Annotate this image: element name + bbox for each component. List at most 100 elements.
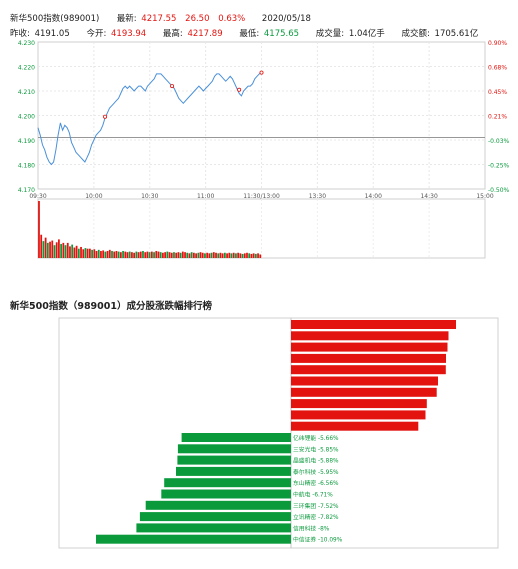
volume-bar bbox=[246, 252, 248, 258]
open-label: 今开: bbox=[86, 29, 107, 39]
volume-bar bbox=[223, 252, 226, 258]
high-label: 最高: bbox=[162, 29, 183, 39]
volume-bar bbox=[44, 237, 47, 258]
volume-bar bbox=[71, 244, 74, 258]
volume-bar bbox=[162, 252, 164, 258]
price-marker bbox=[237, 87, 242, 92]
ranking-bar-label: 信用科技 -8% bbox=[293, 524, 330, 532]
intraday-chart[interactable]: 4.170 -0.50% 4.180 -0.25% 4.190 -0.03% 4.200 0.… bbox=[0, 0, 518, 270]
volume-value: 1.04亿手 bbox=[348, 29, 385, 39]
ranking-bar bbox=[161, 489, 291, 499]
volume-bar bbox=[208, 253, 211, 258]
volume-bar bbox=[197, 252, 200, 258]
ranking-bar bbox=[291, 421, 419, 431]
volume-bar bbox=[257, 253, 259, 258]
volume-bar bbox=[159, 252, 162, 258]
y-pct-tick-label: -0.25% bbox=[488, 163, 510, 170]
volume-bar bbox=[131, 252, 133, 258]
volume-bar bbox=[142, 251, 144, 258]
prev-close-label: 昨收: bbox=[10, 29, 30, 39]
volume-bar bbox=[95, 251, 98, 258]
price-series-line bbox=[37, 72, 262, 166]
ranking-bar-label: DR盛丰转 7.54% bbox=[389, 389, 436, 397]
prev-close-value: 4191.05 bbox=[34, 29, 70, 39]
volume-bar bbox=[135, 251, 138, 258]
volume-bar bbox=[82, 249, 85, 258]
volume-bar bbox=[201, 252, 204, 258]
ranking-bar-label: 铁龙大集 6.59% bbox=[373, 423, 417, 431]
volume-bar bbox=[124, 251, 127, 258]
volume-bar bbox=[49, 241, 51, 258]
volume-bar bbox=[195, 253, 197, 258]
y-tick-label: 4.200 bbox=[18, 114, 35, 121]
volume-bar bbox=[111, 251, 113, 258]
ranking-bar bbox=[181, 433, 291, 442]
latest-value: 4217.55 bbox=[141, 14, 177, 24]
volume-bar bbox=[91, 249, 93, 258]
price-marker bbox=[259, 70, 264, 75]
low-label: 最低: bbox=[239, 29, 260, 39]
volume-bar bbox=[237, 252, 240, 258]
ranking-bar-label: 中航电 -6.71% bbox=[293, 491, 333, 499]
volume-bar bbox=[155, 251, 158, 258]
ranking-bar-label: 银泰黄金 8.01% bbox=[400, 366, 444, 374]
y-tick-label: 4.190 bbox=[18, 138, 35, 145]
quote-date: 2020/05/18 bbox=[261, 14, 311, 24]
index-name: 新华500指数(989001) bbox=[10, 14, 100, 24]
volume-bar bbox=[137, 252, 140, 258]
volume-bar bbox=[190, 252, 193, 258]
volume-bar bbox=[248, 253, 251, 258]
volume-bar bbox=[173, 252, 175, 258]
y-tick-label: 4.180 bbox=[18, 163, 35, 170]
volume-bar bbox=[77, 248, 80, 258]
ranking-bar-label: 亿纬锂能 -5.66% bbox=[293, 434, 339, 442]
x-tick-label: 14:00 bbox=[365, 193, 382, 200]
ranking-bar bbox=[291, 331, 449, 341]
volume-bar bbox=[100, 251, 102, 258]
volume-bar bbox=[93, 249, 96, 258]
ranking-bar-label: 三环集团 -7.52% bbox=[293, 502, 339, 510]
volume-bar bbox=[230, 253, 233, 258]
volume-bar bbox=[212, 252, 215, 258]
quote-header-row1: 新华500指数(989001) 最新: 4217.55 26.50 0.63% … bbox=[10, 12, 311, 24]
volume-bar bbox=[86, 248, 89, 258]
ranking-bar-label: 中国长城 8.02% bbox=[401, 355, 445, 363]
volume-bar bbox=[128, 251, 131, 258]
volume-bar bbox=[210, 252, 213, 258]
ranking-bar bbox=[291, 410, 426, 420]
x-tick-label: 09:30 bbox=[29, 193, 46, 200]
volume-bar bbox=[144, 252, 147, 258]
y-tick-label: 4.170 bbox=[18, 187, 35, 194]
volume-bar bbox=[119, 252, 122, 258]
volume-bar bbox=[108, 249, 111, 258]
volume-label: 成交量: bbox=[315, 29, 345, 39]
volume-bar bbox=[89, 248, 91, 258]
volume-bar bbox=[181, 251, 184, 258]
low-value: 4175.65 bbox=[263, 29, 300, 39]
volume-bar bbox=[139, 251, 142, 258]
volume-bar bbox=[215, 252, 217, 258]
ranking-bar bbox=[164, 478, 291, 488]
volume-bar bbox=[193, 252, 195, 258]
price-marker bbox=[170, 84, 175, 89]
volume-bar bbox=[252, 253, 255, 258]
ranking-bar-label: 东山精密 -6.56% bbox=[293, 479, 339, 487]
y-pct-tick-label: 0.45% bbox=[488, 89, 507, 96]
volume-bar bbox=[259, 254, 262, 258]
volume-bar bbox=[46, 242, 49, 258]
volume-bar bbox=[122, 251, 124, 258]
volume-bar bbox=[97, 249, 100, 258]
volume-bar bbox=[166, 251, 169, 258]
y-pct-tick-label: 0.68% bbox=[488, 65, 507, 72]
ranking-bar-label: 三安光电 -5.85% bbox=[293, 445, 339, 453]
x-tick-label: 11:30/13:00 bbox=[243, 193, 280, 200]
ranking-bar bbox=[139, 512, 291, 522]
ranking-bar bbox=[177, 444, 291, 454]
volume-bar bbox=[254, 253, 257, 258]
ranking-bar-label: 紫金矿业 7.03% bbox=[381, 400, 425, 408]
ranking-bar-label: 立讯精密 -7.82% bbox=[293, 513, 339, 521]
volume-bar bbox=[38, 201, 40, 258]
y-tick-label: 4.220 bbox=[18, 65, 35, 72]
volume-bar bbox=[206, 252, 209, 258]
ranking-bar bbox=[96, 534, 291, 544]
